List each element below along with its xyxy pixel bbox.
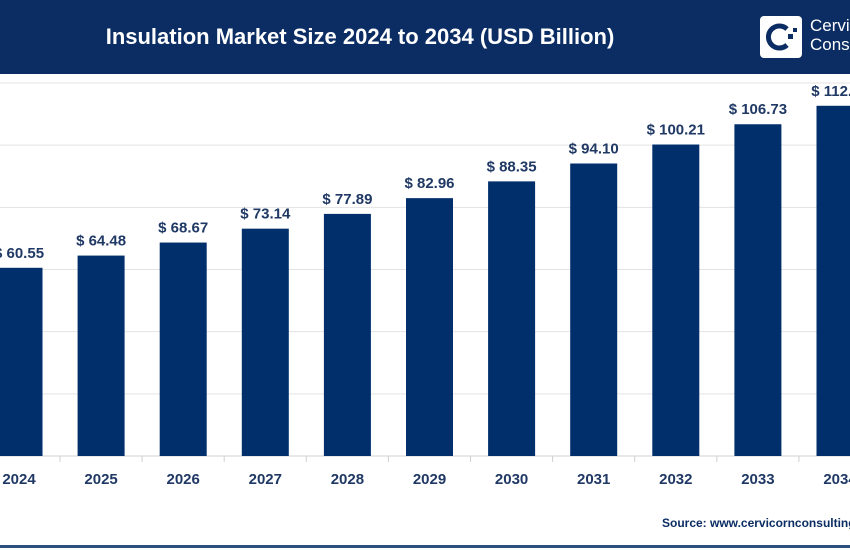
bottom-divider xyxy=(0,545,850,548)
bar-2028 xyxy=(323,213,371,456)
data-label-2031: $ 94.10 xyxy=(569,141,619,158)
data-label-2026: $ 68.67 xyxy=(158,220,208,237)
bar-2024 xyxy=(0,267,43,456)
header-bar: Insulation Market Size 2024 to 2034 (USD… xyxy=(0,0,850,74)
x-tick-label: 2025 xyxy=(84,471,117,488)
bar-2034 xyxy=(816,105,850,456)
data-label-2032: $ 100.21 xyxy=(647,122,705,139)
bar-2025 xyxy=(77,255,125,456)
bar-2026 xyxy=(159,242,207,456)
x-tick-label: 2027 xyxy=(249,471,282,488)
data-label-2029: $ 82.96 xyxy=(404,175,454,192)
logo-icon xyxy=(760,16,802,58)
x-tick-label: 2032 xyxy=(659,471,692,488)
data-label-2033: $ 106.73 xyxy=(729,101,787,118)
data-label-2030: $ 88.35 xyxy=(487,158,537,175)
data-label-2028: $ 77.89 xyxy=(322,191,372,208)
data-label-2025: $ 64.48 xyxy=(76,233,126,250)
x-tick-label: 2024 xyxy=(2,471,36,488)
bar-2031 xyxy=(570,163,618,456)
x-tick-label: 2029 xyxy=(413,471,446,488)
x-tick-label: 2034 xyxy=(823,471,850,488)
x-tick-label: 2026 xyxy=(167,471,200,488)
bar-2032 xyxy=(652,144,700,456)
data-label-2027: $ 73.14 xyxy=(240,206,291,223)
x-tick-label: 2028 xyxy=(331,471,364,488)
source-text: Source: www.cervicornconsulting.com xyxy=(662,516,850,530)
x-tick-label: 2031 xyxy=(577,471,610,488)
bar-2029 xyxy=(406,198,453,456)
data-label-2034: $ 112.67 xyxy=(811,83,850,100)
bar-2033 xyxy=(734,124,782,456)
chart-title: Insulation Market Size 2024 to 2034 (USD… xyxy=(105,24,615,49)
x-tick-label: 2030 xyxy=(495,471,528,488)
bar-2030 xyxy=(488,181,536,456)
data-label-2024: $ 60.55 xyxy=(0,245,44,262)
bar-2027 xyxy=(241,228,289,456)
x-tick-label: 2033 xyxy=(741,471,774,488)
logo-text: CervicornConsulting xyxy=(810,16,850,54)
